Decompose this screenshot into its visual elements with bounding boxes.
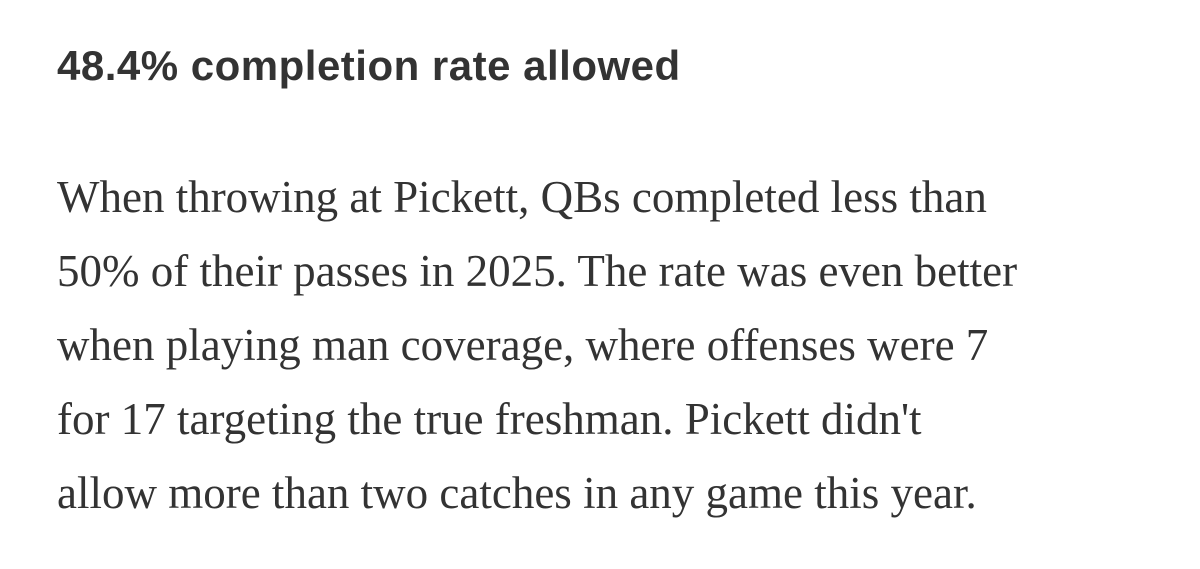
text-line: allow more than two catches in any game … [57, 468, 977, 518]
text-line: When throwing at Pickett, QBs completed … [57, 172, 987, 222]
text-line: 50% of their passes in 2025. The rate wa… [57, 246, 1018, 296]
heading: 48.4% completion rate allowed [57, 42, 681, 89]
paragraph: When throwing at Pickett, QBs completed … [57, 160, 1017, 530]
text-line: for 17 targeting the true freshman. Pick… [57, 394, 922, 444]
text-line: when playing man coverage, where offense… [57, 320, 989, 370]
